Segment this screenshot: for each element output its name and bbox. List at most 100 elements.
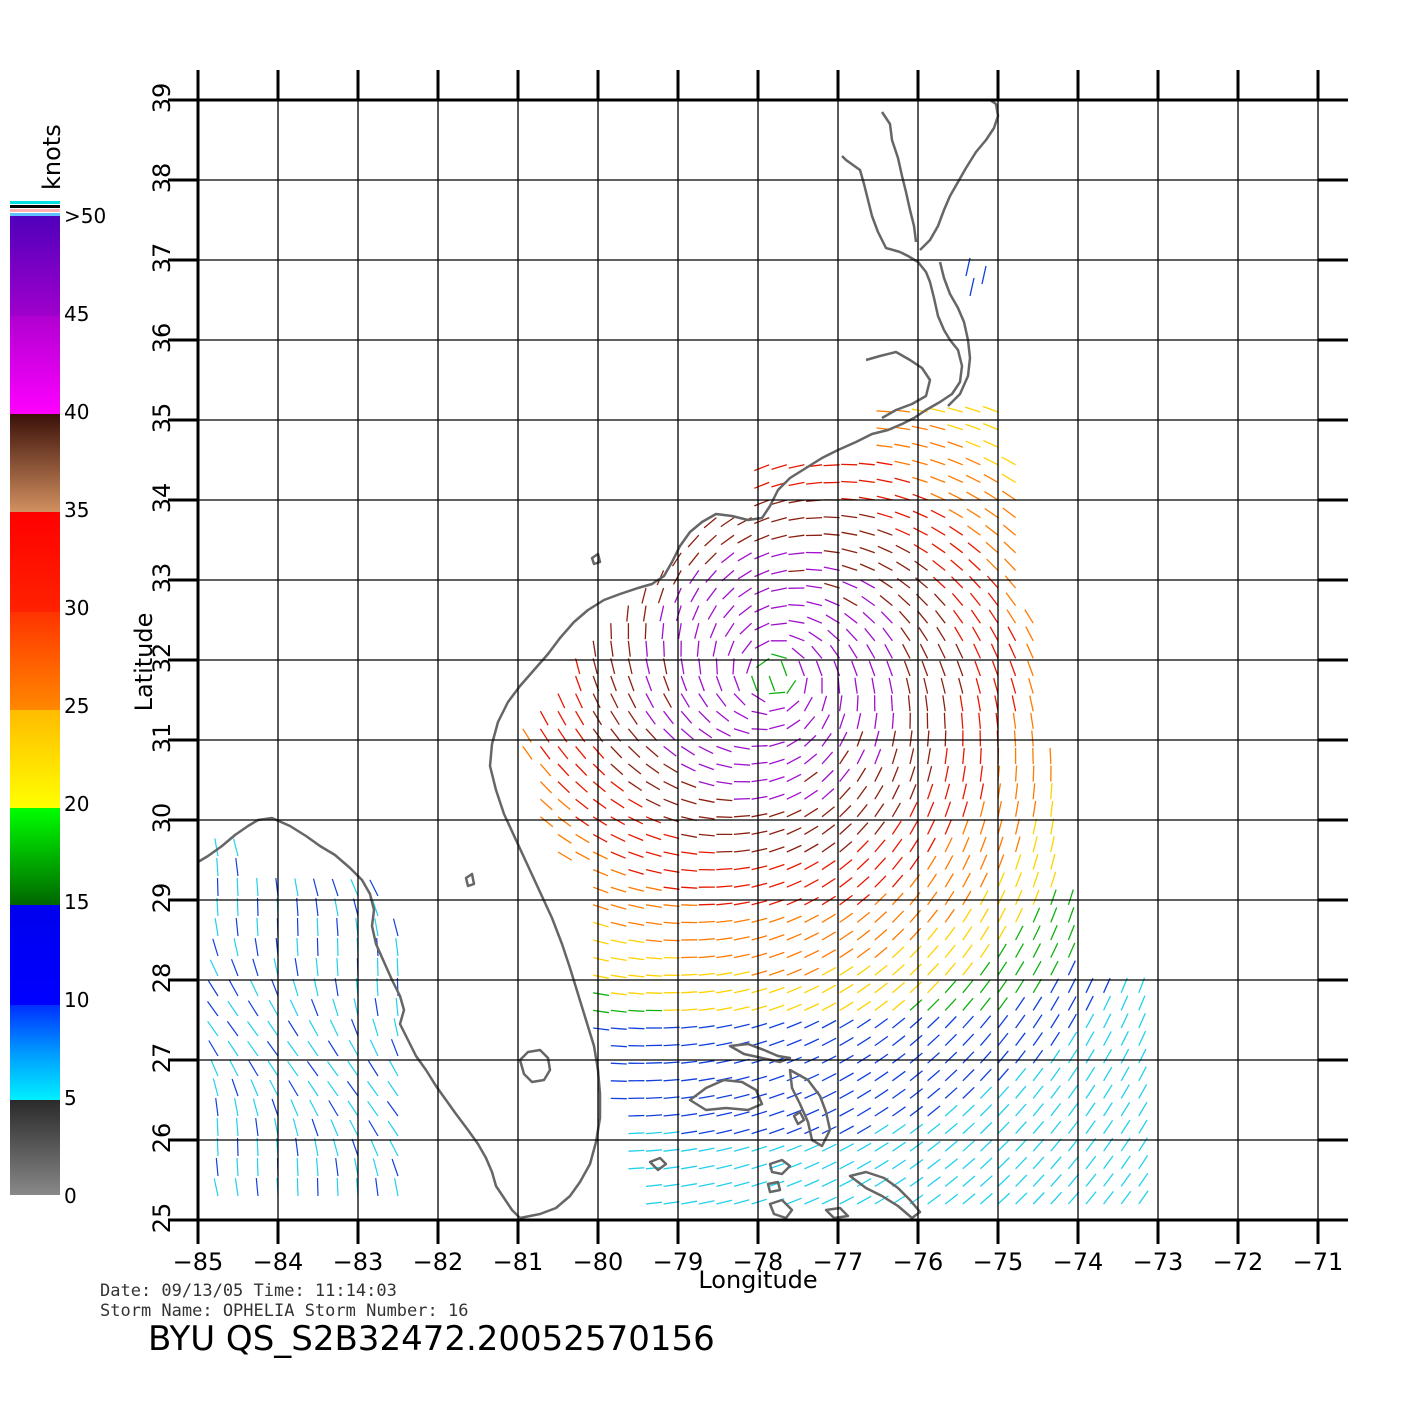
wind-vector-889: [611, 676, 617, 691]
colorbar-label-9: 45: [64, 302, 89, 326]
wind-vector-1209: [315, 1138, 318, 1156]
wind-vector-1059: [689, 553, 699, 566]
wind-vector-423: [1033, 961, 1041, 975]
wind-vector-750: [716, 764, 732, 768]
wind-vector-392: [1051, 979, 1059, 993]
colorbar-cap-pink: [10, 209, 60, 212]
wind-vector-944: [646, 641, 647, 657]
wind-vector-915: [593, 658, 597, 674]
wind-vector-147: [1139, 1120, 1147, 1134]
wind-vector-315: [822, 1021, 836, 1029]
wind-vector-589: [1016, 854, 1021, 869]
wind-vector-384: [910, 982, 922, 993]
wind-vector-741: [558, 764, 569, 776]
wind-vector-981: [845, 613, 858, 623]
colorbar-band-15-20: [10, 808, 60, 905]
wind-vector-926: [771, 654, 786, 658]
wind-vector-1016: [659, 588, 664, 603]
wind-vector-410: [804, 968, 818, 975]
wind-vector-1003: [807, 602, 823, 606]
wind-vector-1128: [984, 492, 998, 500]
wind-vector-455: [611, 940, 627, 943]
wind-vector-1282: [228, 1001, 238, 1016]
wind-vector-317: [857, 1019, 870, 1028]
wind-vector-1021: [738, 588, 751, 597]
wind-vector-882: [959, 678, 963, 694]
wind-vector-1065: [789, 553, 805, 555]
wind-vector-550: [804, 880, 818, 888]
wind-vector-672: [928, 802, 934, 817]
wind-vector-1104: [824, 517, 840, 518]
wind-vector-1243: [328, 1081, 338, 1096]
wind-vector-419: [963, 963, 973, 976]
wind-vector-1229: [272, 1099, 278, 1116]
wind-vector-1142: [966, 475, 980, 482]
wind-vector-578: [822, 861, 835, 870]
wind-vector-957: [865, 628, 875, 640]
lat-tick-label-10: 35: [148, 403, 176, 434]
wind-vector-1163: [930, 443, 945, 448]
wind-vector-379: [822, 985, 836, 993]
wind-vector-51: [1033, 1175, 1044, 1187]
wind-vector-1326: [236, 918, 238, 936]
wind-vector-720: [716, 782, 732, 784]
wind-vector-288: [910, 1035, 922, 1045]
wind-vector-566: [611, 870, 626, 876]
wind-vector-427: [611, 958, 627, 961]
wind-vector-1298: [335, 978, 338, 996]
wind-vector-577: [804, 862, 818, 870]
wind-vector-707: [1016, 783, 1018, 799]
wind-vector-1157: [966, 458, 981, 465]
wind-vector-592: [558, 852, 572, 860]
colorbar-cap-black: [10, 205, 60, 208]
wind-vector-749: [699, 764, 714, 770]
wind-vector-78: [980, 1158, 992, 1169]
wind-vector-387: [963, 980, 973, 992]
wind-vector-27: [1121, 1191, 1131, 1204]
wind-vector-700: [892, 785, 899, 799]
wind-vector-1318: [297, 938, 298, 956]
wind-vector-617: [998, 837, 1003, 852]
wind-vector-831: [558, 711, 566, 725]
wind-vector-209: [611, 1081, 627, 1082]
wind-vector-761: [910, 748, 914, 764]
wind-vector-77: [963, 1158, 975, 1169]
wind-vector-537: [1068, 890, 1073, 905]
wind-vector-963: [973, 627, 981, 641]
wind-vector-1160: [877, 445, 893, 447]
wind-vector-598: [664, 852, 680, 855]
wind-vector-1055: [969, 560, 981, 571]
wind-vector-1007: [880, 596, 892, 606]
wind-vector-1094: [967, 526, 980, 535]
wind-vector-1347: [237, 878, 238, 896]
wind-vector-1014: [1006, 593, 1016, 606]
wind-vector-1201: [373, 1159, 378, 1176]
coastline-outer-banks: [940, 262, 970, 406]
wind-vector-355: [963, 998, 973, 1010]
wind-vector-943: [628, 641, 630, 657]
wind-vector-253: [840, 1055, 854, 1063]
wind-vector-480: [1051, 925, 1057, 940]
wind-vector-1268: [392, 1039, 399, 1056]
wind-vector-98: [804, 1145, 819, 1151]
wind-vector-743: [593, 764, 605, 775]
wind-vector-1187: [318, 1178, 319, 1196]
wind-vector-778: [664, 746, 677, 756]
wind-vector-1340: [297, 898, 298, 916]
wind-vector-732: [928, 766, 932, 782]
wind-vector-217: [752, 1076, 767, 1081]
wind-vector-325: [998, 1015, 1008, 1028]
wind-vector-541: [646, 887, 662, 890]
wind-vector-320: [910, 1018, 922, 1029]
lon-tick-label-13: −72: [1213, 1248, 1264, 1276]
wind-vector-887: [576, 676, 582, 691]
wind-vector-591: [1051, 854, 1055, 870]
wind-vector-594: [593, 852, 607, 859]
wind-vector-449: [998, 944, 1006, 958]
wind-vector-622: [576, 834, 590, 842]
wind-vector-1145: [754, 465, 769, 471]
wind-vector-1260: [228, 1041, 238, 1056]
wind-vector-1164: [948, 442, 963, 447]
wind-vector-1230: [291, 1100, 298, 1117]
